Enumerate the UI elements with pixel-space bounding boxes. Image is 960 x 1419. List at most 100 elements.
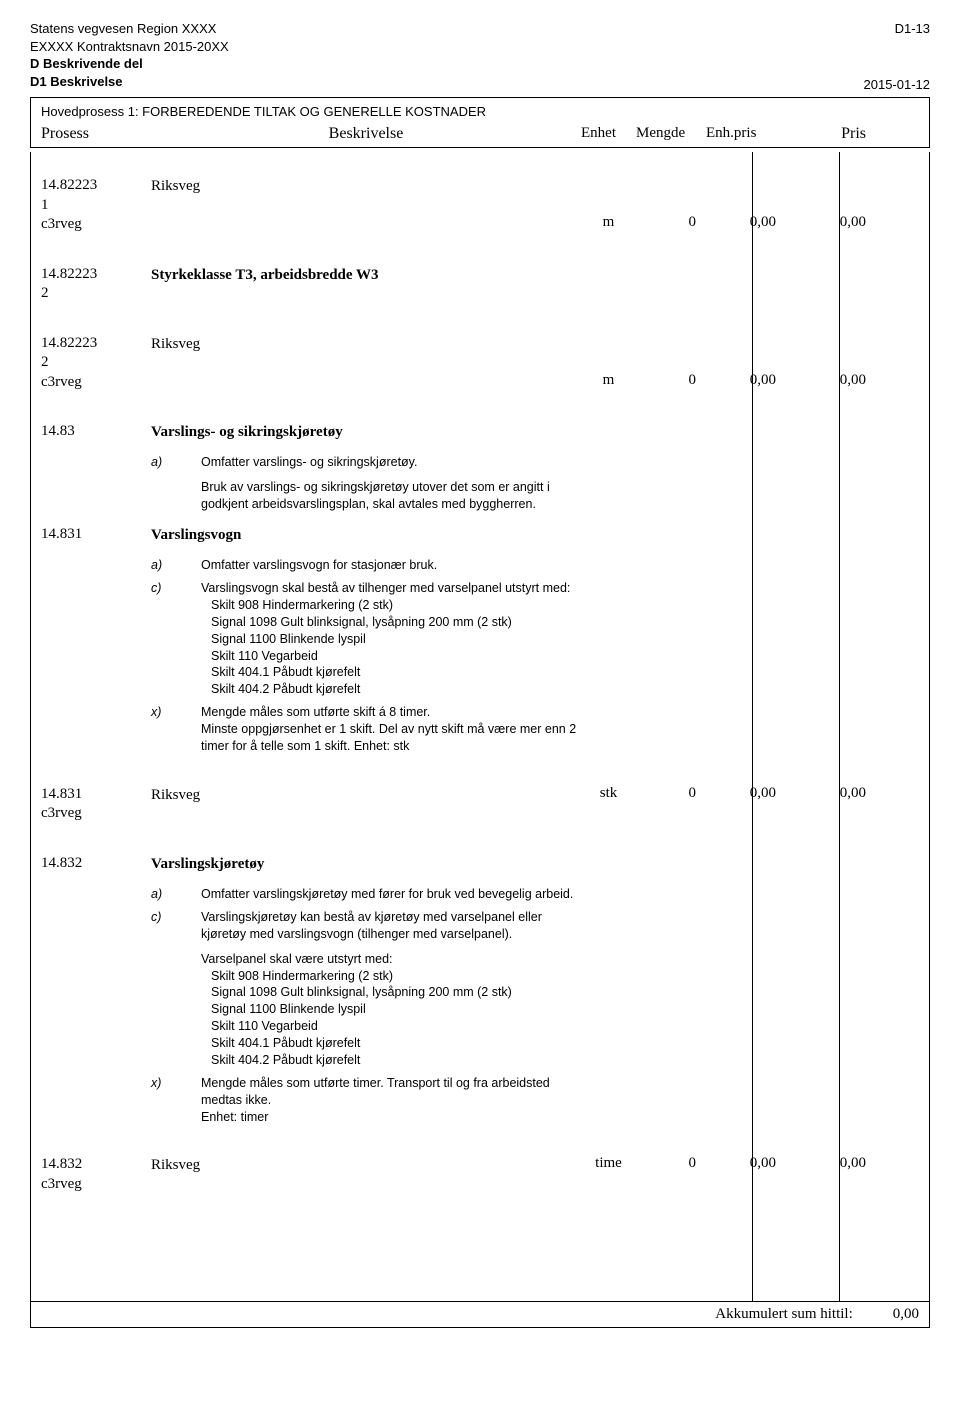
letter-text: Omfatter varslings- og sikringskjøretøy. <box>201 454 581 471</box>
code-line: c3rveg <box>41 804 151 824</box>
letter-a: a) <box>151 557 201 574</box>
code-line: 14.82223 <box>41 334 151 354</box>
table-row: 14.832 Varslingskjøretøy a) Omfatter var… <box>41 854 919 1126</box>
page-id: D1-13 <box>864 20 931 38</box>
col-enhpris: Enh.pris <box>706 125 786 143</box>
col-beskrivelse: Beskrivelse <box>151 125 581 143</box>
paragraph: Bruk av varslings- og sikringskjøretøy u… <box>201 479 581 513</box>
list-item: Skilt 404.2 Påbudt kjørefelt <box>211 1052 581 1069</box>
cell-code: 14.82223 2 c3rveg <box>41 334 151 393</box>
letter-x: x) <box>151 704 201 755</box>
org-name: Statens vegvesen Region XXXX <box>30 20 229 38</box>
letter-text: Mengde måles som utførte timer. Transpor… <box>201 1075 581 1126</box>
table-row: 14.82223 1 c3rveg Riksveg m 0 0,00 0,00 <box>41 176 919 235</box>
x-text: Mengde måles som utførte skift á 8 timer… <box>201 704 581 721</box>
desc-title: Varslingsvogn <box>151 525 581 545</box>
desc-title: Varslings- og sikringskjøretøy <box>151 422 581 442</box>
header-left: Statens vegvesen Region XXXX EXXXX Kontr… <box>30 20 229 93</box>
col-pris: Pris <box>786 125 866 143</box>
list-item: Signal 1100 Blinkende lyspil <box>211 1001 581 1018</box>
letter-c: c) <box>151 580 201 698</box>
cell-enhpris: 0,00 <box>706 334 786 393</box>
contract-name: EXXXX Kontraktsnavn 2015-20XX <box>30 38 229 56</box>
cell-desc: Styrkeklasse T3, arbeidsbredde W3 <box>151 265 581 304</box>
letter-text: Mengde måles som utførte skift á 8 timer… <box>201 704 581 755</box>
letter-x: x) <box>151 1075 201 1126</box>
list-item: Skilt 110 Vegarbeid <box>211 648 581 665</box>
list-item: Signal 1098 Gult blinksignal, lysåpning … <box>211 984 581 1001</box>
code-line: 14.82223 <box>41 265 151 285</box>
cell-desc: Varslingskjøretøy a) Omfatter varslingsk… <box>151 854 581 1126</box>
code-line: 14.82223 <box>41 176 151 196</box>
cell-desc: Varslingsvogn a) Omfatter varslingsvogn … <box>151 525 581 755</box>
table-row: 14.832 c3rveg Riksveg time 0 0,00 0,00 <box>41 1155 919 1194</box>
cell-pris: 0,00 <box>786 176 866 235</box>
vertical-rule-1 <box>752 152 753 1301</box>
cell-enhpris: 0,00 <box>706 1155 786 1194</box>
content-box: 14.82223 1 c3rveg Riksveg m 0 0,00 0,00 … <box>30 152 930 1302</box>
letter-text: Varslingskjøretøy kan bestå av kjøretøy … <box>201 909 581 943</box>
cell-pris: 0,00 <box>786 785 866 824</box>
section-title: Hovedprosess 1: FORBEREDENDE TILTAK OG G… <box>41 104 919 119</box>
table-row: 14.83 Varslings- og sikringskjøretøy a) … <box>41 422 919 513</box>
c-intro: Varslingsvogn skal bestå av tilhenger me… <box>201 580 581 597</box>
col-prosess: Prosess <box>41 125 151 143</box>
list-item: Signal 1098 Gult blinksignal, lysåpning … <box>211 614 581 631</box>
x-text2: Minste oppgjørsenhet er 1 skift. Del av … <box>201 721 581 755</box>
list-item: Signal 1100 Blinkende lyspil <box>211 631 581 648</box>
code-line: c3rveg <box>41 373 151 393</box>
cell-desc: Varslings- og sikringskjøretøy a) Omfatt… <box>151 422 581 513</box>
page-header: Statens vegvesen Region XXXX EXXXX Kontr… <box>30 20 930 93</box>
cell-mengde: 0 <box>636 785 706 824</box>
cell-enhet: m <box>581 334 636 393</box>
cell-mengde: 0 <box>636 176 706 235</box>
part-d: D Beskrivende del <box>30 55 229 73</box>
letter-text: Omfatter varslingsvogn for stasjonær bru… <box>201 557 581 574</box>
cell-code: 14.82223 2 <box>41 265 151 304</box>
cell-enhpris: 0,00 <box>706 785 786 824</box>
table-row: 14.831 Varslingsvogn a) Omfatter varslin… <box>41 525 919 755</box>
x-text: Mengde måles som utførte timer. Transpor… <box>201 1075 581 1109</box>
cell-code: 14.832 <box>41 854 151 1126</box>
cell-desc: Riksveg <box>151 334 581 393</box>
list-item: Skilt 404.1 Påbudt kjørefelt <box>211 1035 581 1052</box>
table-row: 14.82223 2 Styrkeklasse T3, arbeidsbredd… <box>41 265 919 304</box>
cell-desc: Riksveg <box>151 176 581 235</box>
header-right: D1-13 2015-01-12 <box>864 20 931 93</box>
code-line: 1 <box>41 196 151 216</box>
paragraph: Varselpanel skal være utstyrt med: Skilt… <box>201 951 581 1069</box>
list-item: Skilt 110 Vegarbeid <box>211 1018 581 1035</box>
code-line: 14.831 <box>41 785 151 805</box>
footer-box: Akkumulert sum hittil: 0,00 <box>30 1302 930 1328</box>
cell-mengde: 0 <box>636 1155 706 1194</box>
table-row: 14.831 c3rveg Riksveg stk 0 0,00 0,00 <box>41 785 919 824</box>
cell-pris: 0,00 <box>786 334 866 393</box>
letter-a: a) <box>151 454 201 471</box>
desc-title: Styrkeklasse T3, arbeidsbredde W3 <box>151 267 379 283</box>
list-item: Skilt 908 Hindermarkering (2 stk) <box>211 968 581 985</box>
cell-code: 14.83 <box>41 422 151 513</box>
code-line: 2 <box>41 353 151 373</box>
footer-value: 0,00 <box>893 1306 919 1323</box>
code-line: 14.832 <box>41 1155 151 1175</box>
letter-text: Omfatter varslingskjøretøy med fører for… <box>201 886 581 903</box>
col-enhet: Enhet <box>581 125 636 143</box>
letter-c: c) <box>151 909 201 943</box>
para-intro: Varselpanel skal være utstyrt med: <box>201 951 581 968</box>
cell-code: 14.831 c3rveg <box>41 785 151 824</box>
list-item: Skilt 908 Hindermarkering (2 stk) <box>211 597 581 614</box>
part-d1: D1 Beskrivelse <box>30 73 229 91</box>
page-date: 2015-01-12 <box>864 76 931 94</box>
x-text2: Enhet: timer <box>201 1109 581 1126</box>
code-line: 2 <box>41 284 151 304</box>
column-headers: Prosess Beskrivelse Enhet Mengde Enh.pri… <box>41 125 919 143</box>
list-item: Skilt 404.1 Påbudt kjørefelt <box>211 664 581 681</box>
list-item: Skilt 404.2 Påbudt kjørefelt <box>211 681 581 698</box>
code-line: c3rveg <box>41 215 151 235</box>
cell-enhet: m <box>581 176 636 235</box>
cell-desc: Riksveg <box>151 1155 581 1194</box>
vertical-rule-2 <box>839 152 840 1301</box>
col-mengde: Mengde <box>636 125 706 143</box>
cell-code: 14.82223 1 c3rveg <box>41 176 151 235</box>
table-row: 14.82223 2 c3rveg Riksveg m 0 0,00 0,00 <box>41 334 919 393</box>
